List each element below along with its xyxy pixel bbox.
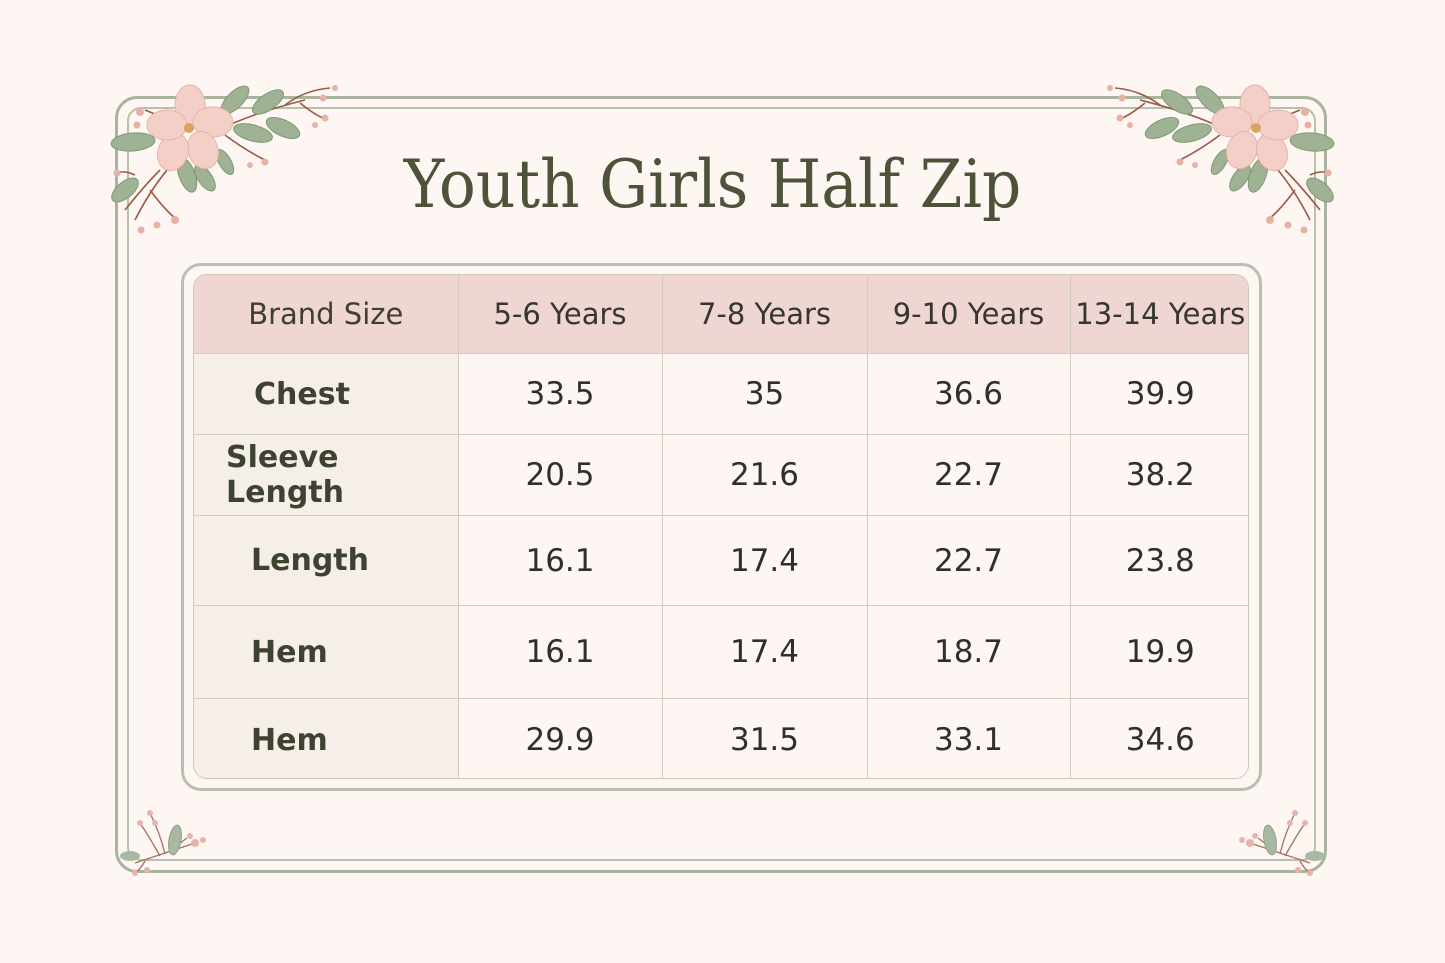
table-cell: 29.9 bbox=[457, 698, 663, 778]
table-cell: 20.5 bbox=[457, 434, 663, 516]
flower-branch-icon bbox=[110, 84, 338, 234]
header-column: 5-6 Years bbox=[457, 275, 663, 354]
sprig-icon bbox=[120, 810, 206, 876]
table-cell: 23.8 bbox=[1069, 515, 1248, 606]
header-column: 9-10 Years bbox=[866, 275, 1071, 354]
table-cell: 18.7 bbox=[866, 605, 1071, 699]
row-label: Sleeve Length bbox=[194, 434, 459, 516]
table-cell: 17.4 bbox=[661, 515, 868, 606]
header-row: Brand Size 5-6 Years 7-8 Years 9-10 Year… bbox=[194, 275, 1248, 354]
table-row: Sleeve Length 20.5 21.6 22.7 38.2 bbox=[194, 434, 1248, 516]
table-cell: 35 bbox=[661, 353, 868, 435]
inner-frame bbox=[127, 107, 1316, 861]
header-column: 7-8 Years bbox=[661, 275, 868, 354]
page-title: Youth Girls Half Zip bbox=[403, 146, 1022, 223]
row-label: Hem bbox=[194, 605, 459, 699]
row-label: Length bbox=[194, 515, 459, 606]
flower-branch-icon bbox=[1107, 84, 1335, 234]
table-cell: 34.6 bbox=[1069, 698, 1248, 778]
table-cell: 22.7 bbox=[866, 515, 1071, 606]
table-cell: 36.6 bbox=[866, 353, 1071, 435]
table-cell: 38.2 bbox=[1069, 434, 1248, 516]
table-cell: 16.1 bbox=[457, 515, 663, 606]
table-cell: 33.1 bbox=[866, 698, 1071, 778]
table-cell: 19.9 bbox=[1069, 605, 1248, 699]
table-row: Length 16.1 17.4 22.7 23.8 bbox=[194, 515, 1248, 606]
table-row: Hem 29.9 31.5 33.1 34.6 bbox=[194, 698, 1248, 778]
table-cell: 33.5 bbox=[457, 353, 663, 435]
outer-frame bbox=[115, 96, 1327, 873]
table-cell: 22.7 bbox=[866, 434, 1071, 516]
table-cell: 21.6 bbox=[661, 434, 868, 516]
row-label: Chest bbox=[194, 353, 459, 435]
table-cell: 31.5 bbox=[661, 698, 868, 778]
table-row: Hem 16.1 17.4 18.7 19.9 bbox=[194, 605, 1248, 699]
table-row: Chest 33.5 35 36.6 39.9 bbox=[194, 353, 1248, 435]
row-label: Hem bbox=[194, 698, 459, 778]
size-chart-table: Brand Size 5-6 Years 7-8 Years 9-10 Year… bbox=[193, 274, 1249, 779]
sprig-icon bbox=[1239, 810, 1325, 876]
header-brand-size: Brand Size bbox=[194, 275, 459, 354]
table-cell: 39.9 bbox=[1069, 353, 1248, 435]
header-column: 13-14 Years bbox=[1069, 275, 1248, 354]
table-cell: 16.1 bbox=[457, 605, 663, 699]
table-cell: 17.4 bbox=[661, 605, 868, 699]
